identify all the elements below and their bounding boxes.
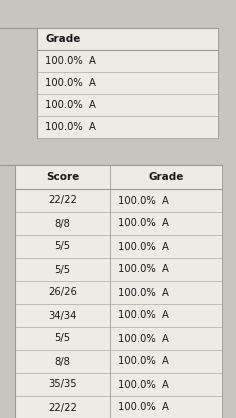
- Text: 100.0%  A: 100.0% A: [45, 122, 96, 132]
- Bar: [37, 28, 218, 138]
- Text: 5/5: 5/5: [55, 265, 71, 275]
- Text: 100.0%  A: 100.0% A: [45, 78, 96, 88]
- Bar: [15, 165, 222, 418]
- Text: 100.0%  A: 100.0% A: [118, 380, 169, 390]
- Text: 100.0%  A: 100.0% A: [118, 288, 169, 298]
- Text: 100.0%  A: 100.0% A: [118, 357, 169, 367]
- Bar: [0, 28, 37, 138]
- Text: 8/8: 8/8: [55, 357, 70, 367]
- Text: 100.0%  A: 100.0% A: [45, 56, 96, 66]
- Text: 100.0%  A: 100.0% A: [118, 311, 169, 321]
- Text: 100.0%  A: 100.0% A: [118, 219, 169, 229]
- Text: 34/34: 34/34: [48, 311, 77, 321]
- Text: Grade: Grade: [148, 172, 184, 182]
- Text: Score: Score: [46, 172, 79, 182]
- Text: 22/22: 22/22: [48, 403, 77, 413]
- Text: 100.0%  A: 100.0% A: [45, 100, 96, 110]
- Text: 5/5: 5/5: [55, 334, 71, 344]
- Text: 100.0%  A: 100.0% A: [118, 196, 169, 206]
- Text: 35/35: 35/35: [48, 380, 77, 390]
- Text: 100.0%  A: 100.0% A: [118, 403, 169, 413]
- Text: 100.0%  A: 100.0% A: [118, 242, 169, 252]
- Text: 8/8: 8/8: [55, 219, 70, 229]
- Text: 26/26: 26/26: [48, 288, 77, 298]
- Bar: [0, 165, 15, 418]
- Text: Grade: Grade: [45, 34, 80, 44]
- Text: 100.0%  A: 100.0% A: [118, 334, 169, 344]
- Text: 22/22: 22/22: [48, 196, 77, 206]
- Text: 5/5: 5/5: [55, 242, 71, 252]
- Text: 100.0%  A: 100.0% A: [118, 265, 169, 275]
